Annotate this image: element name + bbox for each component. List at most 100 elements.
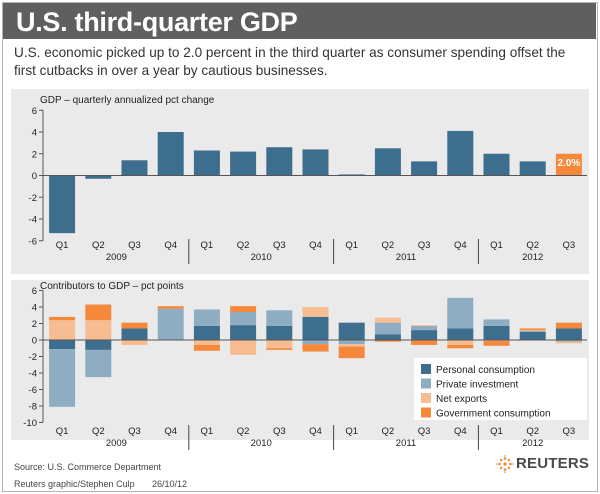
contributor-segment (121, 340, 148, 345)
contributors-x-tick-label: Q4 (164, 426, 177, 437)
reuters-wordmark: REUTERS (516, 455, 590, 472)
contributors-year-label: 2009 (106, 438, 127, 449)
gdp-x-tick-label: Q4 (309, 240, 322, 251)
legend-label: Net exports (436, 394, 487, 405)
contributor-segment (411, 340, 438, 345)
legend-label: Personal consumption (436, 365, 535, 376)
contributors-year-label: 2011 (396, 438, 416, 449)
gdp-year-label: 2009 (106, 252, 127, 263)
gdp-bar (49, 175, 76, 234)
contributor-segment (374, 317, 401, 323)
contributor-segment (49, 340, 76, 350)
contributor-segment (338, 346, 365, 359)
gdp-x-tick-label: Q2 (237, 240, 250, 251)
gdp-x-tick-label: Q3 (273, 240, 286, 251)
gdp-bar (121, 160, 148, 176)
contributors-x-tick-label: Q1 (490, 426, 503, 437)
gdp-highlight-label: 2.0% (558, 158, 581, 169)
contributor-segment (85, 304, 112, 321)
contributor-segment (555, 341, 582, 344)
gdp-y-tick-label: -4 (29, 215, 37, 226)
contributor-segment (338, 322, 365, 340)
gdp-y-tick-label: 0 (32, 171, 37, 182)
contributor-segment (157, 306, 184, 309)
legend-label: Private investment (436, 380, 518, 391)
contributor-segment (49, 349, 76, 407)
contributor-segment (193, 325, 220, 340)
contributor-segment (519, 331, 546, 340)
gdp-y-tick-label: -2 (29, 193, 37, 204)
contributor-segment (374, 334, 401, 340)
contributor-segment (230, 306, 257, 312)
contributors-y-tick-label: 6 (32, 286, 37, 297)
contributor-segment (266, 340, 293, 349)
contributors-x-tick-label: Q1 (201, 426, 214, 437)
gdp-year-label: 2010 (251, 252, 272, 263)
contributors-x-tick-label: Q1 (345, 426, 358, 437)
contributor-segment (193, 309, 220, 326)
contributor-segment (85, 349, 112, 378)
contributor-segment (374, 322, 401, 335)
gdp-bar (85, 175, 112, 179)
contributor-segment (338, 344, 365, 347)
contributor-segment (555, 340, 582, 342)
contributor-segment (193, 340, 220, 345)
gdp-bar (447, 130, 474, 176)
contributor-segment (266, 325, 293, 340)
contributor-segment (49, 320, 76, 340)
legend-swatch (421, 364, 431, 374)
contributors-y-tick-label: 0 (32, 336, 37, 347)
contributor-segment (230, 340, 257, 355)
gdp-bar (230, 151, 257, 176)
contributor-segment (483, 340, 510, 346)
contributor-segment (519, 330, 546, 332)
contributors-year-label: 2010 (251, 438, 272, 449)
contributor-segment (121, 328, 148, 340)
gdp-chart-title: GDP – quarterly annualized pct change (40, 95, 215, 106)
contributors-x-tick-label: Q4 (454, 426, 467, 437)
legend-swatch (421, 378, 431, 389)
contributor-segment (411, 330, 438, 340)
contributors-y-tick-label: -4 (29, 369, 37, 380)
contributors-year-label: 2012 (522, 438, 543, 449)
contributors-y-tick-label: -6 (29, 385, 37, 396)
gdp-x-tick-label: Q1 (201, 240, 214, 251)
contributor-segment (121, 322, 148, 329)
source-note: Source: U.S. Commerce Department (14, 462, 162, 472)
gdp-x-tick-label: Q3 (418, 240, 431, 251)
contributor-segment (447, 340, 474, 345)
contributor-segment (193, 344, 220, 351)
date-note: 26/10/12 (152, 479, 188, 489)
contributors-x-tick-label: Q3 (273, 426, 286, 437)
gdp-x-tick-label: Q3 (563, 240, 576, 251)
contributors-y-tick-label: -8 (29, 402, 37, 413)
contributor-segment (555, 328, 582, 340)
credit-note: Reuters graphic/Stephen Culp (14, 479, 135, 489)
contributors-x-tick-label: Q2 (237, 426, 250, 437)
gdp-x-tick-label: Q2 (92, 240, 105, 251)
contributor-segment (302, 340, 329, 345)
legend-swatch (421, 393, 431, 403)
contributor-segment (230, 311, 257, 326)
contributors-x-tick-label: Q3 (563, 426, 576, 437)
gdp-y-tick-label: 4 (32, 128, 37, 139)
contributors-y-tick-label: -10 (23, 418, 37, 429)
gdp-bar (266, 147, 293, 176)
subtitle: U.S. economic picked up to 2.0 percent i… (14, 45, 566, 78)
gdp-x-tick-label: Q1 (345, 240, 358, 251)
contributor-segment (302, 316, 329, 340)
gdp-x-tick-label: Q1 (56, 240, 69, 251)
gdp-bar (338, 174, 365, 176)
page-title: U.S. third-quarter GDP (16, 7, 298, 37)
contributor-segment (519, 328, 546, 331)
contributor-segment (85, 340, 112, 350)
gdp-bar (302, 149, 329, 176)
gdp-bar (555, 153, 582, 176)
contributors-x-tick-label: Q2 (92, 426, 105, 437)
contributor-segment (85, 320, 112, 340)
gdp-chart-background (11, 89, 589, 274)
contributors-x-tick-label: Q3 (418, 426, 431, 437)
contributor-segment (266, 310, 293, 326)
gdp-x-tick-label: Q4 (164, 240, 177, 251)
